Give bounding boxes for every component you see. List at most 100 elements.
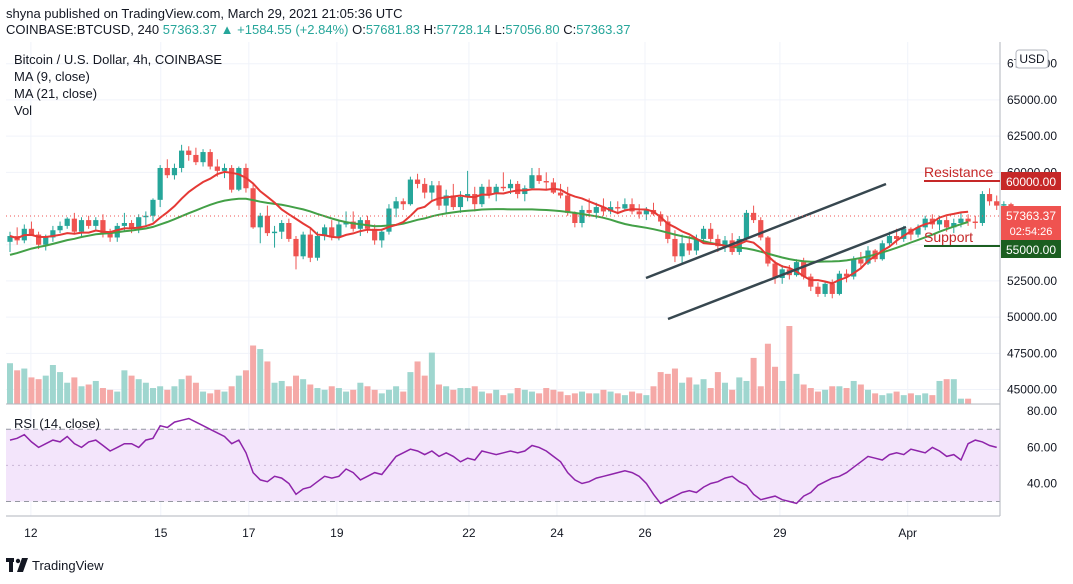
candle-body (78, 220, 85, 232)
candle-body (572, 212, 578, 223)
candle-body (722, 240, 728, 247)
price-tick-label: 62500.00 (1007, 129, 1057, 143)
volume-bar (650, 386, 657, 404)
low-label: L: (494, 22, 506, 37)
candle-body (143, 215, 149, 218)
time-axis[interactable]: 12 15 17 19 22 24 26 29 Apr (24, 526, 917, 540)
candle-body (164, 167, 170, 176)
candle-body (515, 183, 521, 195)
candle-body (36, 234, 42, 245)
rsi-tick-label: 60.00 (1027, 440, 1057, 454)
rsi-band (6, 429, 1000, 502)
volume-bar (743, 380, 750, 404)
volume-bar (407, 372, 414, 404)
tradingview-logo-icon[interactable] (6, 558, 28, 572)
volume-bar (257, 349, 264, 404)
volume-bar (135, 379, 142, 404)
volume-bar (564, 395, 571, 404)
candle-body (372, 228, 378, 241)
volume-bar (593, 393, 600, 404)
candle-body (894, 236, 900, 239)
price-tick-label: 50000.00 (1007, 310, 1057, 324)
volume-bar (49, 365, 56, 404)
volume-bar (600, 389, 607, 404)
volume-bar (772, 366, 779, 404)
volume-bar (722, 382, 728, 404)
volume-bar (221, 391, 228, 404)
volume-bar (128, 375, 135, 404)
price-chart[interactable]: 67500.0065000.0062500.0060000.0055000.00… (0, 42, 1073, 552)
candle-body (829, 283, 835, 294)
rsi-axis: 80.00 60.00 40.00 (1027, 404, 1057, 490)
candle-body (808, 276, 814, 287)
volume-bar (371, 389, 378, 404)
volume-bar (35, 379, 42, 404)
candle-body (179, 150, 185, 168)
volume-bar (700, 379, 707, 404)
volume-bar (385, 389, 392, 404)
candle-body (886, 236, 893, 244)
volume-bar (71, 377, 78, 404)
chart-canvas[interactable]: 67500.0065000.0062500.0060000.0055000.00… (0, 42, 1073, 552)
channel-lower-line[interactable] (667, 225, 907, 321)
legend-rsi: RSI (14, close) (14, 416, 100, 431)
time-tick-label: 26 (638, 526, 652, 540)
volume-bar (64, 382, 71, 404)
volume-bar (857, 384, 864, 404)
volume-bar (629, 391, 636, 404)
volume-bar (664, 373, 671, 404)
last-price-tag-value: 57363.37 (1006, 209, 1056, 223)
volume-bar (850, 380, 857, 404)
candle-body (557, 192, 564, 196)
volume-bars (7, 326, 972, 404)
volume-bar (950, 379, 957, 404)
candle-body (28, 228, 35, 235)
brand-name[interactable]: TradingView (32, 558, 104, 573)
ohlc-line: COINBASE:BTCUSD, 240 57363.37 ▲ +1584.55… (6, 22, 630, 37)
volume-bar (364, 386, 371, 404)
channel-upper-line[interactable] (645, 182, 887, 280)
candle-body (486, 186, 492, 195)
volume-bar (707, 388, 714, 404)
volume-bar (793, 373, 800, 404)
rsi-tick-label: 40.00 (1027, 476, 1057, 490)
legend-vol: Vol (14, 103, 32, 118)
volume-bar (579, 391, 585, 404)
candle-body (500, 186, 506, 189)
candle-body (407, 179, 413, 205)
volume-bar (800, 384, 807, 404)
candle-body (107, 233, 113, 238)
open-value: 57681.83 (365, 22, 421, 37)
candle-body (600, 207, 607, 212)
candle-body (936, 220, 943, 225)
volume-bar (486, 393, 493, 404)
candle-body (765, 237, 771, 264)
candle-body (472, 194, 478, 205)
candle-body (715, 238, 721, 247)
rsi-tick-label: 80.00 (1027, 404, 1057, 418)
volume-bar (428, 352, 435, 404)
candle-body (429, 185, 435, 193)
candle-body (972, 221, 978, 223)
candle-body (851, 259, 857, 277)
candle-body (507, 183, 514, 189)
bar-countdown: 02:54:26 (1010, 226, 1053, 238)
candle-body (836, 273, 842, 294)
volume-bar (865, 389, 871, 404)
currency-badge[interactable] (1015, 49, 1049, 69)
candle-body (7, 236, 13, 242)
candle-body (279, 223, 285, 232)
time-tick-label: 29 (773, 526, 787, 540)
volume-bar (750, 357, 757, 404)
volume-bar (621, 395, 628, 404)
volume-bar (822, 389, 829, 404)
volume-bar (414, 361, 421, 404)
volume-bar (207, 393, 214, 404)
volume-bar (528, 391, 535, 404)
candle-body (679, 243, 685, 257)
candle-body (207, 152, 213, 167)
volume-bar (507, 393, 514, 404)
volume-bar (293, 375, 299, 404)
volume-bar (614, 393, 621, 404)
candle-body (43, 237, 49, 245)
